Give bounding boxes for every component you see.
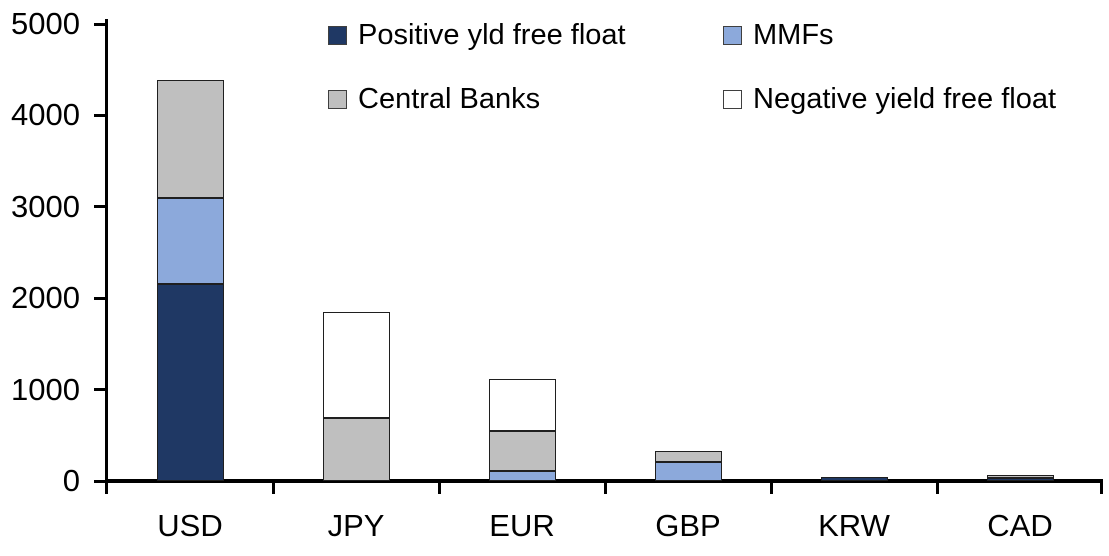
x-axis-label-usd: USD <box>157 508 223 543</box>
legend-item-mmfs: MMFs <box>723 21 834 50</box>
y-tick-label: 5000 <box>11 6 80 41</box>
bar-segment-negative-yield-free-float <box>488 378 556 431</box>
legend-label: Central Banks <box>358 83 541 115</box>
y-tick-label: 4000 <box>11 97 80 133</box>
bar-segment-positive-yld-free-float <box>820 476 888 481</box>
bar-segment-mmfs <box>488 470 556 481</box>
y-tick <box>94 22 107 26</box>
legend-swatch-mmfs <box>723 26 742 45</box>
y-tick <box>94 388 107 392</box>
y-tick-label: 3000 <box>11 188 80 224</box>
y-tick-label: 2000 <box>11 280 80 316</box>
bar-segment-central-banks <box>488 430 556 471</box>
legend-swatch-negative-yield-free-float <box>723 90 742 109</box>
bar-segment-positive-yld-free-float <box>986 478 1054 481</box>
legend-item-positive-yld-free-float: Positive yld free float <box>328 21 626 50</box>
bar-segment-positive-yld-free-float <box>156 284 224 481</box>
x-axis-label-gbp: GBP <box>655 508 721 543</box>
bar-segment-central-banks <box>654 451 722 462</box>
y-tick <box>94 113 107 117</box>
bar-segment-mmfs <box>654 461 722 481</box>
legend-label: Negative yield free float <box>753 83 1057 115</box>
x-tick <box>271 483 275 494</box>
x-tick <box>935 483 939 494</box>
x-tick <box>437 483 441 494</box>
legend-label: MMFs <box>753 19 834 51</box>
legend-swatch-positive-yld-free-float <box>328 26 347 45</box>
x-axis-label-eur: EUR <box>489 508 555 543</box>
x-axis-line <box>105 479 1103 483</box>
y-tick-label: 0 <box>62 463 80 498</box>
legend-item-negative-yield-free-float: Negative yield free float <box>723 85 1056 114</box>
x-tick <box>603 483 607 494</box>
y-axis-line <box>105 19 108 494</box>
bar-segment-central-banks <box>986 474 1054 479</box>
legend-swatch-central-banks <box>328 90 347 109</box>
bar-segment-central-banks <box>156 79 224 198</box>
x-axis-label-cad: CAD <box>987 508 1053 543</box>
y-tick <box>94 296 107 300</box>
x-axis-label-krw: KRW <box>818 508 890 543</box>
legend-label: Positive yld free float <box>358 19 626 51</box>
bar-segment-central-banks <box>322 417 390 481</box>
y-tick-label: 1000 <box>11 371 80 407</box>
x-tick <box>1100 483 1103 494</box>
x-axis-label-jpy: JPY <box>327 508 385 543</box>
legend-item-central-banks: Central Banks <box>328 85 540 114</box>
bar-segment-mmfs <box>156 197 224 285</box>
y-tick <box>94 205 107 209</box>
x-tick <box>769 483 773 494</box>
bar-segment-negative-yield-free-float <box>322 311 390 418</box>
y-tick <box>94 479 107 483</box>
